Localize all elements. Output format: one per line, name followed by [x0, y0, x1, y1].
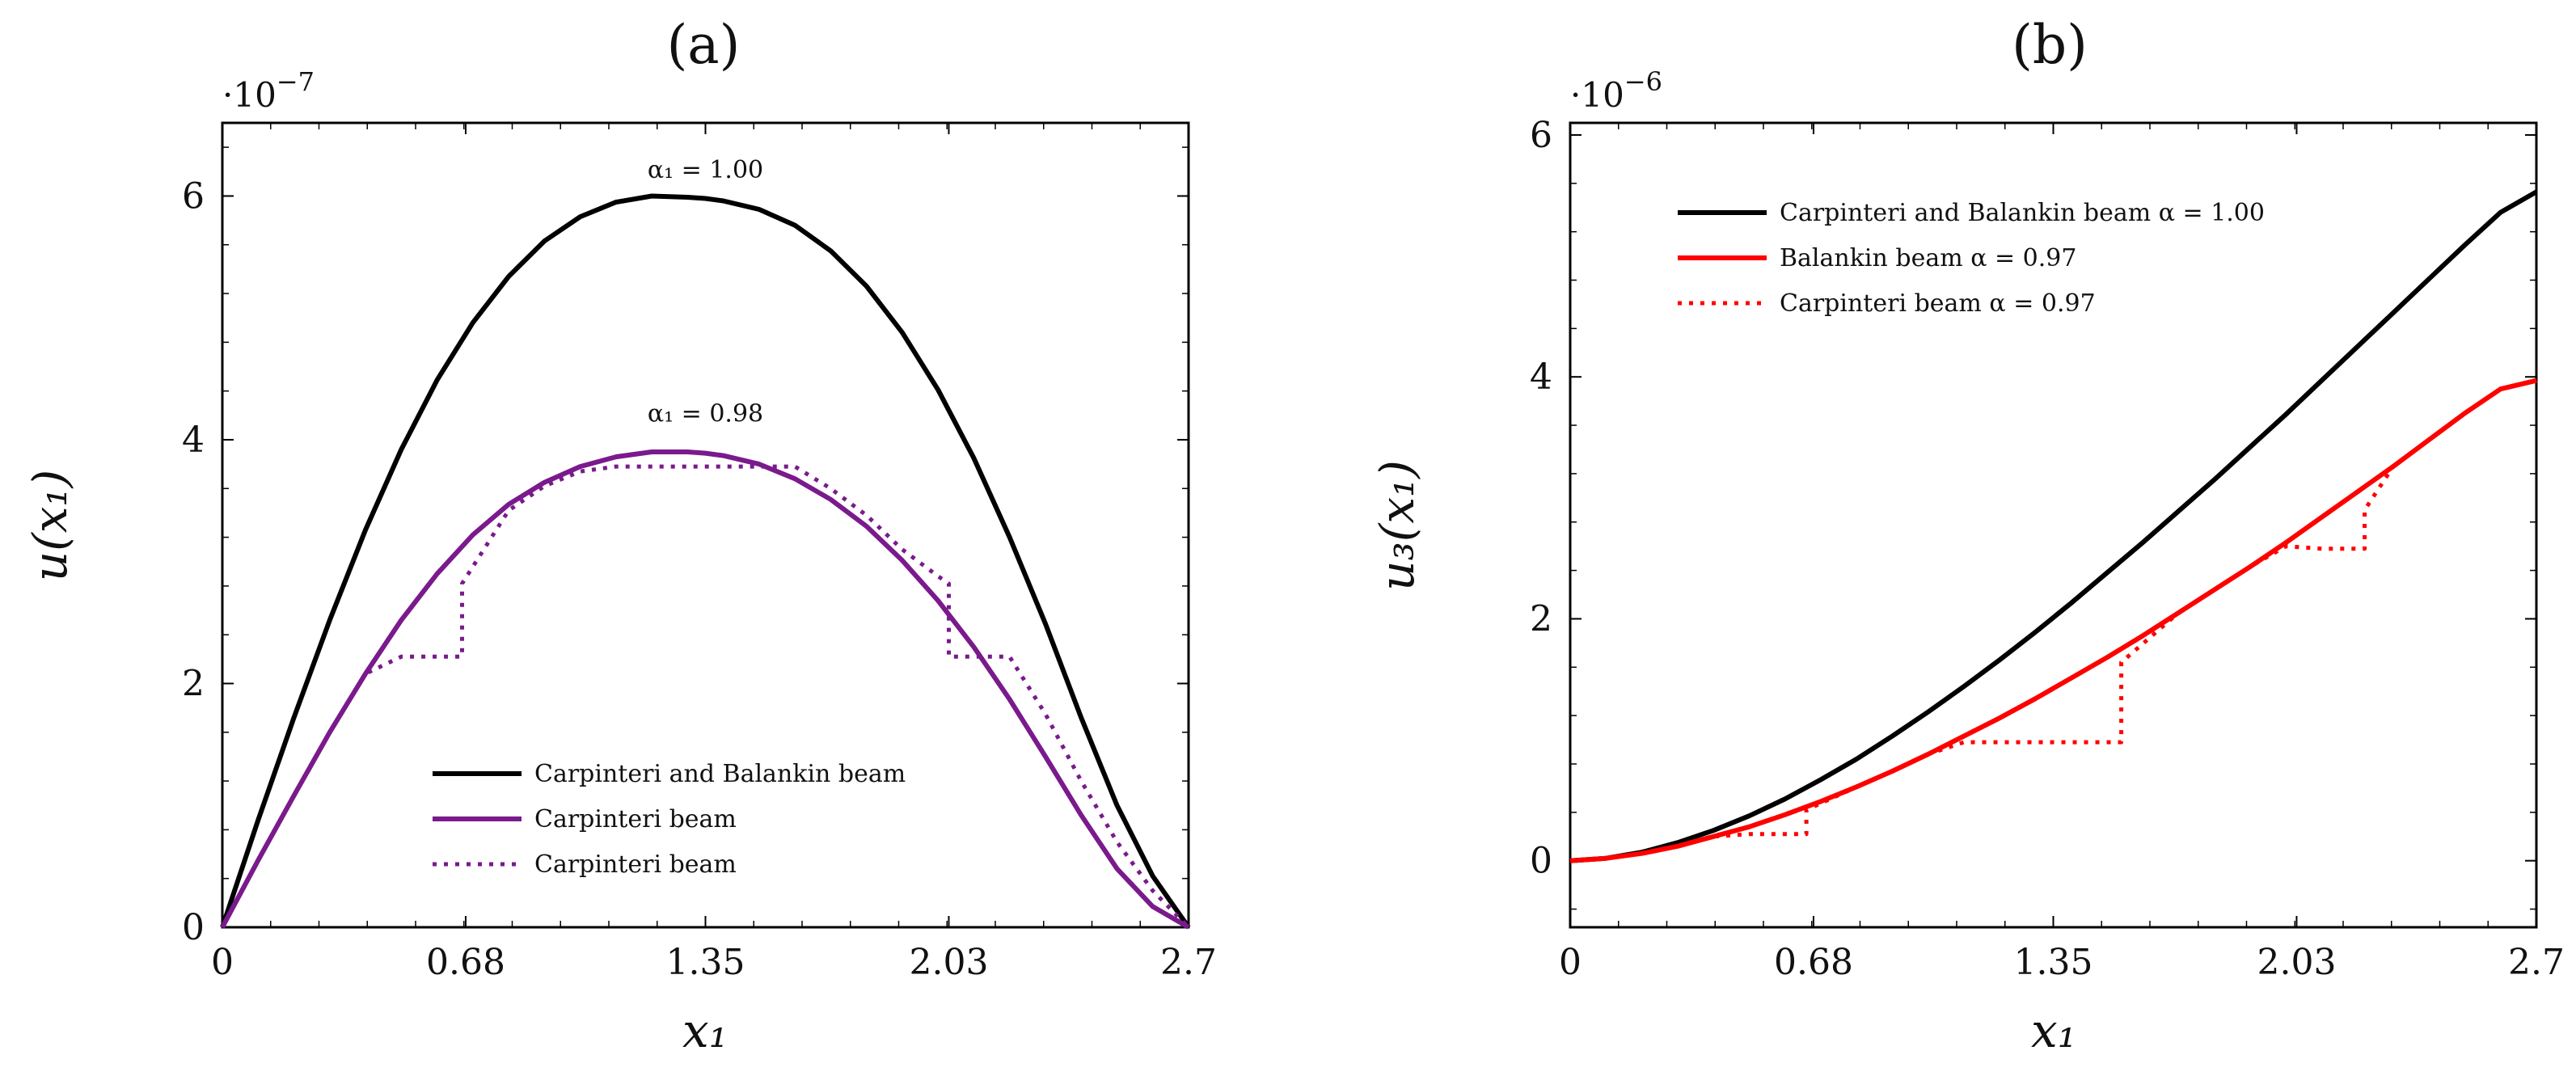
y-axis-label: u(x₁)	[23, 470, 78, 582]
legend-label: Carpinteri and Balankin beam α = 1.00	[1780, 199, 2265, 227]
series-layer	[220, 193, 1191, 930]
y-tick-label: 2	[1530, 598, 1552, 639]
x-tick-label: 2.7	[2508, 942, 2565, 983]
chart-panel-a: (a) ·10−7 0 0.68 1.35 2.03 2.7 0 2 4 6 α₁ = 1.0…	[23, 14, 1217, 1058]
annotation-label: α₁ = 0.98	[648, 399, 763, 428]
y-tick-label: 4	[182, 420, 205, 461]
y-tick-labels: 0 2 4 6	[182, 175, 205, 948]
x-tick-label: 0.68	[1774, 942, 1853, 983]
series-line-1	[220, 193, 1191, 929]
y-tick-label: 6	[1530, 115, 1552, 156]
x-tick-label: 1.35	[2014, 942, 2093, 983]
x-tick-label: 0.68	[426, 942, 505, 983]
y-axis-label: u₃(x₁)	[1370, 460, 1425, 591]
legend: Carpinteri and Balankin beam Carpinteri b…	[433, 760, 906, 879]
x-axis-label: x₁	[2031, 1003, 2076, 1058]
y-scale-label: ·10−7	[222, 66, 315, 115]
x-tick-label: 1.35	[666, 942, 745, 983]
y-tick-labels: 0 2 4 6	[1530, 115, 1552, 882]
x-tick-label: 2.03	[2257, 942, 2336, 983]
y-tick-label: 2	[182, 663, 205, 704]
axis-ticks	[1569, 123, 2537, 927]
x-tick-label: 0	[211, 942, 234, 983]
y-tick-label: 0	[1530, 841, 1552, 882]
legend-label: Balankin beam α = 0.97	[1780, 244, 2076, 272]
x-axis-label: x₁	[682, 1003, 728, 1058]
y-scale-label: ·10−6	[1570, 66, 1662, 115]
series-line-2	[1569, 378, 2537, 863]
series-line-2	[220, 449, 1190, 930]
y-tick-label: 0	[182, 907, 205, 948]
annotation-label: α₁ = 1.00	[648, 156, 763, 184]
legend-label: Carpinteri beam	[534, 805, 737, 833]
legend-label: Carpinteri and Balankin beam	[534, 760, 906, 788]
series-layer	[1569, 189, 2538, 863]
series-line-1	[1569, 189, 2538, 863]
x-tick-label: 2.03	[909, 942, 988, 983]
y-tick-label: 6	[182, 175, 205, 217]
annotations: α₁ = 1.00 α₁ = 0.98	[648, 156, 763, 428]
x-tick-labels: 0 0.68 1.35 2.03 2.7	[211, 942, 1217, 983]
chart-title: (b)	[2012, 14, 2088, 76]
x-tick-label: 2.7	[1160, 942, 1217, 983]
x-tick-labels: 0 0.68 1.35 2.03 2.7	[1559, 942, 2565, 983]
legend: Carpinteri and Balankin beam α = 1.00 Bal…	[1678, 199, 2265, 318]
x-tick-label: 0	[1559, 942, 1581, 983]
legend-label: Carpinteri beam α = 0.97	[1780, 289, 2096, 318]
series-line-3	[1569, 378, 2537, 863]
chart-panel-b: (b) ·10−6 0 0.68 1.35 2.03 2.7 0 2 4 6 Carpinte…	[1370, 14, 2565, 1058]
y-tick-label: 4	[1530, 357, 1552, 398]
legend-label: Carpinteri beam	[534, 850, 737, 879]
chart-title: (a)	[667, 14, 741, 76]
